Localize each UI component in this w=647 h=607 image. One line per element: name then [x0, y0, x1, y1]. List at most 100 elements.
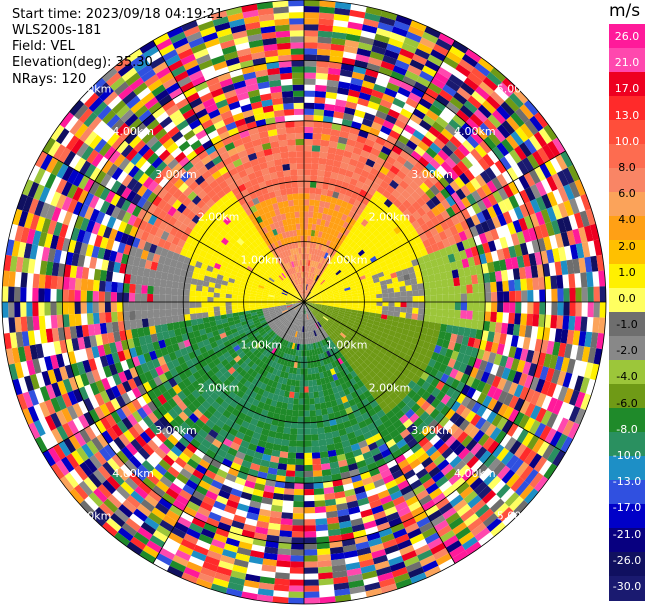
range-gate	[271, 380, 278, 389]
range-gate	[223, 256, 231, 264]
range-gate	[404, 279, 412, 286]
range-gate	[211, 365, 220, 375]
range-gate	[372, 432, 383, 442]
range-gate	[34, 436, 48, 453]
range-gate	[224, 452, 236, 462]
range-gate	[447, 253, 456, 263]
range-gate	[359, 323, 366, 329]
range-gate	[346, 255, 354, 262]
range-gate	[426, 384, 436, 395]
range-gate	[131, 410, 143, 423]
range-gate	[372, 221, 381, 230]
range-gate	[519, 242, 529, 256]
range-gate	[502, 379, 513, 393]
range-gate	[337, 403, 346, 412]
range-gate	[455, 381, 466, 393]
range-gate	[213, 453, 225, 464]
range-gate	[287, 403, 294, 411]
range-gate	[394, 331, 402, 339]
range-gate	[380, 220, 390, 230]
range-gate	[429, 104, 443, 117]
range-gate	[290, 379, 296, 387]
range-gate	[306, 291, 310, 297]
range-gate	[363, 308, 371, 313]
range-gate	[399, 511, 414, 523]
range-gate	[316, 314, 322, 320]
range-gate	[232, 362, 240, 371]
range-gate	[290, 310, 296, 315]
range-gate	[285, 328, 291, 335]
range-gate	[356, 268, 364, 275]
range-gate	[235, 451, 246, 460]
range-gate	[435, 213, 446, 224]
range-gate	[459, 318, 467, 328]
range-gate	[363, 164, 373, 173]
range-gate	[292, 304, 299, 307]
range-gate	[424, 26, 442, 39]
range-gate	[310, 235, 315, 243]
range-gate	[311, 157, 320, 164]
range-gate	[187, 403, 198, 413]
range-gate	[254, 277, 261, 283]
range-gate	[425, 482, 439, 495]
range-gate	[535, 407, 547, 423]
range-gate	[255, 274, 263, 281]
range-gate	[471, 274, 479, 285]
range-gate	[255, 304, 262, 308]
range-gate	[326, 277, 333, 283]
range-gate	[126, 495, 141, 509]
range-gate	[121, 211, 132, 224]
range-gate	[219, 332, 227, 339]
range-gate	[380, 145, 392, 156]
range-gate	[394, 119, 407, 130]
range-gate	[355, 341, 363, 348]
range-gate	[213, 292, 220, 298]
range-gate	[313, 290, 319, 295]
range-gate	[546, 206, 557, 222]
range-gate	[344, 326, 352, 332]
range-gate	[400, 346, 409, 355]
range-gate	[436, 524, 452, 538]
range-gate	[195, 485, 208, 496]
range-gate	[320, 326, 326, 333]
range-gate	[441, 279, 449, 288]
range-gate	[426, 394, 436, 405]
range-gate	[14, 362, 24, 379]
range-gate	[448, 118, 462, 132]
range-gate	[350, 152, 361, 161]
range-gate	[334, 259, 341, 267]
range-gate	[271, 315, 278, 321]
range-gate	[225, 252, 234, 260]
range-gate	[266, 473, 277, 481]
range-gate	[328, 140, 338, 149]
range-gate	[397, 338, 406, 347]
range-gate	[316, 237, 322, 244]
range-gate	[318, 12, 335, 20]
range-gate	[61, 392, 73, 408]
range-gate	[86, 290, 93, 302]
range-gate	[292, 311, 297, 317]
range-gate	[488, 132, 502, 147]
range-gate	[214, 370, 224, 379]
range-gate	[141, 318, 149, 328]
ray-39	[304, 302, 574, 453]
range-gate	[225, 587, 243, 598]
range-gate	[290, 561, 304, 568]
range-gate	[574, 391, 586, 409]
range-gate	[345, 292, 352, 296]
range-gate	[256, 308, 263, 312]
range-gate	[478, 359, 488, 372]
range-gate	[116, 485, 131, 500]
range-gate	[291, 537, 304, 544]
range-gate	[353, 253, 361, 261]
range-gate	[210, 325, 218, 332]
range-gate	[323, 245, 329, 253]
range-gate	[149, 225, 159, 236]
range-gate	[406, 423, 418, 434]
range-gate	[180, 421, 191, 433]
range-gate	[354, 485, 366, 495]
range-gate	[261, 370, 269, 378]
range-gate	[363, 291, 371, 296]
range-gate	[457, 447, 471, 460]
range-gate	[296, 343, 300, 351]
